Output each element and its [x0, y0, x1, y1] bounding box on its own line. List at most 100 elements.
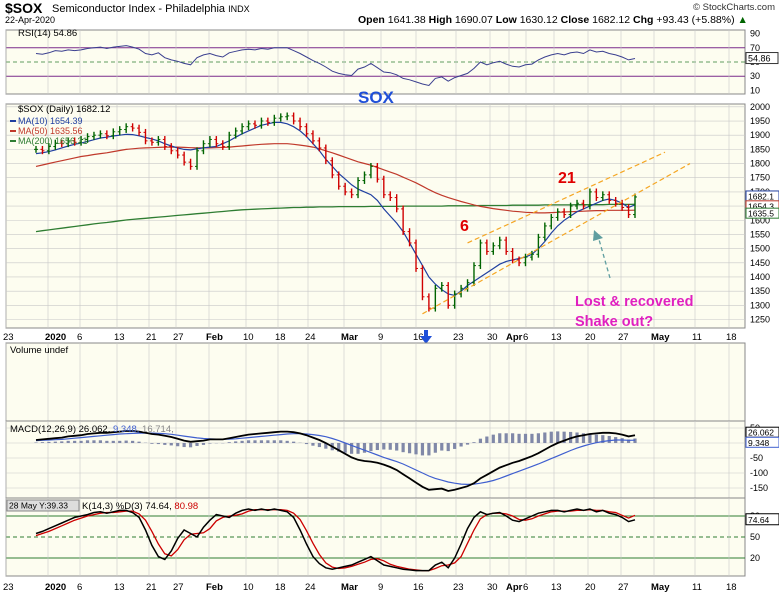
macd-histogram-bar [414, 443, 418, 455]
macd-histogram-bar [317, 443, 321, 448]
macd-histogram-bar [433, 443, 437, 453]
macd-histogram-bar [279, 440, 283, 443]
macd-histogram-bar [324, 443, 328, 449]
macd-histogram-bar [491, 434, 495, 443]
stoch-tick-label: 20 [750, 553, 760, 563]
ma10-line [35, 121, 636, 297]
price-legend-item: MA(50) 1635.56 [18, 126, 83, 136]
macd-histogram-bar [556, 431, 560, 443]
stoch-k-line [35, 508, 636, 572]
trendline-lower [422, 163, 691, 315]
close-value: 1682.12 [592, 14, 631, 26]
macd-histogram-bar [453, 443, 457, 449]
macd-histogram-bar [272, 440, 276, 443]
macd-histogram-bar [156, 443, 160, 445]
x-axis-label-top: 30 [487, 332, 498, 343]
macd-histogram-bar [240, 440, 244, 443]
lost-recovered-annotation: Lost & recovered [575, 294, 693, 310]
macd-histogram-bar [395, 443, 399, 451]
wave-21-annotation: 21 [558, 170, 576, 187]
macd-histogram-bar [465, 443, 470, 445]
volume-legend: Volume undef [10, 345, 68, 356]
macd-histogram-bar [105, 440, 109, 443]
macd-histogram-bar [292, 441, 296, 443]
x-axis-label-top: Apr [506, 332, 523, 343]
price-last-label: 1682.1 [748, 191, 774, 201]
macd-histogram-bar [362, 443, 367, 453]
macd-histogram-bar [536, 433, 540, 443]
macd-histogram-bar [285, 440, 289, 443]
macd-histogram-bar [478, 438, 483, 443]
macd-histogram-bar [420, 443, 425, 456]
macd-histogram-bar [188, 443, 193, 448]
macd-histogram-bar [124, 440, 128, 443]
x-axis-label-top: Mar [341, 332, 358, 343]
macd-histogram-bar [504, 433, 508, 443]
macd-histogram-bar [79, 440, 83, 443]
macd-histogram-bar [601, 435, 605, 443]
price-panel [5, 103, 746, 329]
macd-legend-value: 26.062, [79, 424, 113, 435]
x-axis-label-bottom: 30 [487, 582, 498, 593]
date-marker-arrow-icon [420, 330, 432, 344]
macd-histogram-bar [246, 440, 251, 443]
wave-6-annotation: 6 [460, 218, 469, 235]
rsi-tick-label: 30 [750, 71, 760, 81]
macd-histogram-bar [85, 440, 90, 443]
price-tick-label: 1900 [750, 130, 770, 140]
macd-histogram-bar [562, 431, 566, 443]
annotation-arrow-head [593, 230, 603, 241]
macd-histogram-bar [311, 443, 315, 446]
macd-histogram-bar [543, 432, 547, 443]
open-value: 1641.38 [387, 14, 426, 26]
stoch-legend-value: 80.98 [174, 501, 198, 512]
x-axis-label-top: 21 [146, 332, 157, 343]
macd-histogram-bar [234, 441, 238, 443]
price-tick-label: 1300 [750, 300, 770, 310]
macd-histogram-bar [523, 433, 528, 443]
macd-tick-label: -50 [750, 453, 763, 463]
price-last-box [745, 207, 779, 219]
x-axis-label-top: 6 [523, 332, 528, 343]
macd-histogram-bar [176, 443, 180, 447]
x-axis-label-top: 6 [77, 332, 82, 343]
macd-histogram-bar [588, 433, 592, 443]
rsi-tick-label: 70 [750, 43, 760, 53]
macd-histogram-bar [34, 442, 38, 443]
signal-last-label: 9.348 [748, 438, 770, 448]
ma50-line [35, 143, 636, 214]
low-label: Low [495, 14, 517, 26]
rsi-tick-label: 10 [750, 85, 760, 95]
price-tick-label: 1250 [750, 314, 770, 324]
x-axis-label-bottom: 6 [77, 582, 82, 593]
x-axis-label-top: 13 [114, 332, 125, 343]
price-legend-item: MA(10) 1654.39 [18, 116, 83, 126]
price-tick-label: 1750 [750, 173, 770, 183]
x-axis-label-bottom: 10 [243, 582, 254, 593]
macd-tick-label: -100 [750, 468, 768, 478]
x-axis-label-top: 23 [453, 332, 464, 343]
macd-histogram-bar [227, 442, 231, 443]
x-axis-label-top: 24 [305, 332, 316, 343]
x-axis-label-bottom: 18 [275, 582, 286, 593]
macd-histogram-bar [511, 433, 515, 443]
low-value: 1630.12 [519, 14, 558, 26]
x-axis-label-bottom: 9 [378, 582, 383, 593]
x-axis-label-bottom: 21 [146, 582, 157, 593]
x-axis-label-top: 18 [726, 332, 737, 343]
chg-up-icon: ▲ [737, 14, 748, 26]
macd-histogram-bar [498, 433, 502, 443]
macd-histogram-bar [266, 440, 270, 443]
macd-histogram-bar [530, 433, 534, 443]
price-last-label: 1635.5 [748, 209, 774, 219]
stoch-legend-value: 74.64, [145, 501, 174, 512]
high-label: High [428, 14, 452, 26]
macd-histogram-bar [304, 443, 309, 445]
macd-histogram-bar [382, 443, 386, 450]
x-axis-label-top: 16 [413, 332, 424, 343]
x-axis-label-bottom: Mar [341, 582, 358, 593]
annotation-arrow [597, 235, 611, 279]
macd-last-label: 26.062 [748, 428, 774, 438]
macd-histogram-bar [137, 441, 141, 443]
sox-annotation: SOX [358, 88, 395, 107]
